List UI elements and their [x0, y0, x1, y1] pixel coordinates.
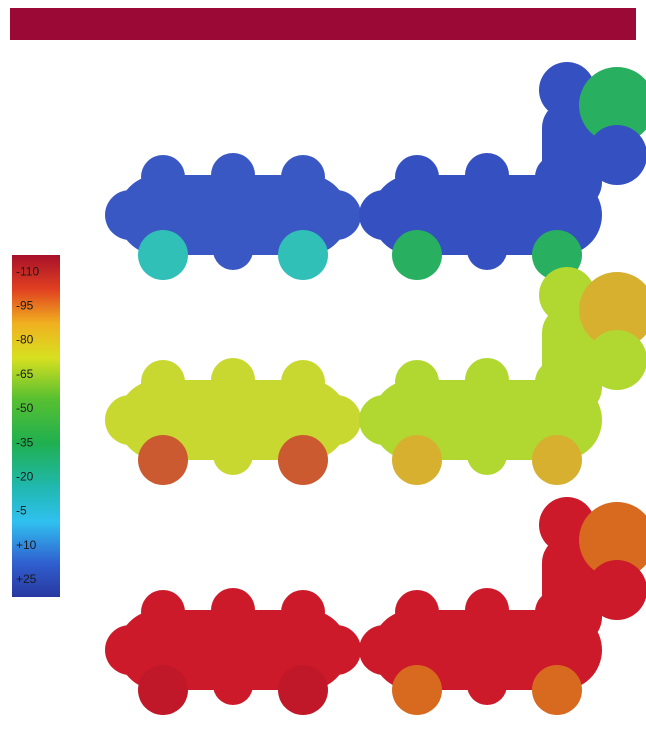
scale-label: -20	[16, 469, 34, 483]
scale-label: -5	[16, 504, 27, 518]
page: -110-95-80-65-50-35-20-5+10+25 (() => { …	[0, 0, 646, 733]
scale-label: -65	[16, 367, 34, 381]
molecule-row-1	[105, 62, 646, 280]
molecule	[105, 153, 361, 280]
scale-label: -110	[16, 264, 39, 278]
molecule-row-2	[105, 267, 646, 485]
scale-label: -50	[16, 401, 34, 415]
molecule	[105, 588, 361, 715]
molecule	[359, 497, 646, 715]
figure: -110 -95 -80 -65 -50 -35 -20 -5 +10 +25	[0, 0, 646, 733]
molecule	[359, 62, 646, 280]
molecule	[105, 358, 361, 485]
header-bar	[10, 8, 636, 40]
molecule	[359, 267, 646, 485]
molecule-row-3	[105, 497, 646, 715]
scale-label: -80	[16, 333, 34, 347]
scale-label: +10	[16, 538, 37, 552]
scale-label: -95	[16, 298, 34, 312]
scale-label: +25	[16, 572, 37, 586]
scale-label: -35	[16, 435, 34, 449]
